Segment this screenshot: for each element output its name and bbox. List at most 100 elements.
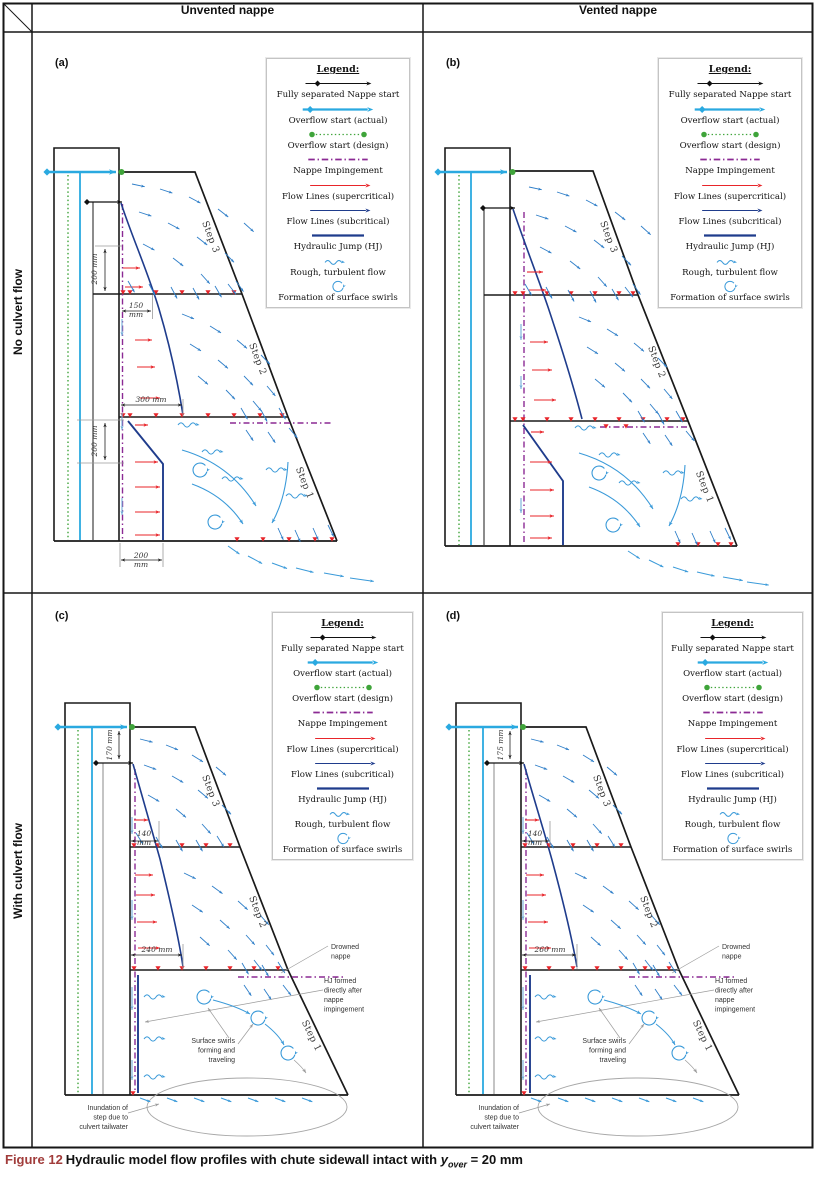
legend-item-label: Fully separated Nappe start: [281, 644, 404, 655]
legend-item-label: Flow Lines (subcritical): [681, 769, 784, 780]
overflow-start-actual-icon: [694, 105, 766, 113]
svg-text:traveling: traveling: [600, 1057, 627, 1064]
legend-item-flow-lines-supercritical: Flow Lines (supercritical): [673, 732, 793, 755]
dim-impingement: 300 mm: [136, 395, 167, 404]
svg-text:nappe: nappe: [331, 954, 351, 961]
svg-text:Inundation of: Inundation of: [479, 1105, 520, 1112]
svg-text:Drowned: Drowned: [722, 944, 750, 951]
flow-lines-supercritical-icon: [314, 736, 375, 741]
flow-lines-subcritical-icon: [310, 208, 371, 213]
legend-item-label: Fully separated Nappe start: [671, 644, 794, 655]
annotation-hj-formed: HJ formed directly after nappe impingeme…: [324, 978, 364, 1014]
annotation-inundation: Inundation of step due to culvert tailwa…: [470, 1105, 519, 1131]
nappe-impingement-icon: [312, 712, 373, 714]
panel-label: (b): [446, 57, 460, 69]
rough-turbulent-flow-icon: [716, 259, 737, 265]
dim-offset-unit: mm: [129, 310, 143, 319]
legend-item-flow-lines-subcritical: Flow Lines (subcritical): [278, 204, 398, 227]
overflow-start-design-icon: [701, 131, 759, 138]
svg-text:nappe: nappe: [715, 997, 735, 1004]
legend-item-hydraulic-jump: Hydraulic Jump (HJ): [670, 229, 790, 252]
legend-item-overflow-start-actual: Overflow start (actual): [283, 656, 403, 679]
svg-text:Drowned: Drowned: [331, 944, 359, 951]
legend-item-fully-separated-nappe-start: Fully separated Nappe start: [277, 77, 399, 100]
svg-text:Inundation of: Inundation of: [88, 1105, 129, 1112]
legend-item-label: Flow Lines (subcritical): [286, 216, 390, 227]
legend-item-nappe-impingement: Nappe Impingement: [278, 153, 398, 176]
legend-box: Legend: Fully separated Nappe start Overfl…: [265, 57, 411, 309]
legend-item-rough-turbulent-flow: Rough, turbulent flow: [670, 255, 790, 278]
dim-offset-value: 150: [129, 301, 144, 310]
row-header-no-culvert: No culvert flow: [3, 32, 32, 593]
legend-item-nappe-impingement: Nappe Impingement: [670, 153, 790, 176]
legend-item-flow-lines-subcritical: Flow Lines (subcritical): [283, 757, 403, 780]
svg-text:HJ formed: HJ formed: [715, 978, 747, 985]
dim-offset-unit: mm: [137, 838, 151, 847]
step3-label: Step 3: [199, 219, 221, 254]
legend-item-label: Formation of surface swirls: [278, 292, 398, 303]
legend-item-flow-lines-supercritical: Flow Lines (supercritical): [670, 179, 790, 202]
dim-impingement: 240 mm: [141, 945, 173, 954]
overflow-start-design-icon: [703, 685, 762, 691]
legend-item-label: Formation of surface swirls: [672, 844, 793, 855]
legend-item-formation-of-surface-swirls: Formation of surface swirls: [278, 280, 398, 303]
legend-item-hydraulic-jump: Hydraulic Jump (HJ): [278, 229, 398, 252]
overflow-start-actual-icon: [307, 659, 378, 667]
svg-text:directly after: directly after: [324, 988, 363, 995]
hydraulic-jump-icon: [706, 787, 759, 790]
panel-a-diagram: (a) Step 3 Step 2 Step 1 200 mm 150 mm 3…: [43, 57, 374, 583]
legend-item-flow-lines-subcritical: Flow Lines (subcritical): [673, 757, 793, 780]
formation-of-surface-swirls-icon: [336, 832, 351, 845]
legend-item-label: Formation of surface swirls: [670, 292, 790, 303]
legend-item-fully-separated-nappe-start: Fully separated Nappe start: [668, 77, 792, 101]
legend-item-flow-lines-supercritical: Flow Lines (supercritical): [278, 179, 398, 202]
legend-item-rough-turbulent-flow: Rough, turbulent flow: [673, 807, 793, 830]
dim-base-value: 200: [133, 551, 149, 560]
legend-item-label: Overflow start (actual): [680, 115, 780, 126]
hydraulic-jump-icon: [316, 787, 369, 790]
panel-b-diagram: (b) Step 3 Step 2 Step 1: [434, 57, 769, 586]
legend-item-label: Overflow start (actual): [293, 669, 392, 680]
fully-separated-nappe-start-icon: [697, 80, 764, 87]
row-header-with-culvert: With culvert flow: [3, 593, 32, 1148]
legend-title: Legend:: [708, 64, 752, 75]
panel-c-diagram: (c) Step 3 Step 2 Step 1 170 mm 140 mm 2…: [54, 610, 364, 1137]
legend-item-label: Hydraulic Jump (HJ): [688, 794, 777, 805]
fully-separated-nappe-start-icon: [310, 634, 376, 641]
panel-label: (a): [55, 57, 69, 69]
dim-offset-value: 140: [137, 829, 152, 838]
svg-text:directly after: directly after: [715, 988, 754, 995]
svg-text:culvert tailwater: culvert tailwater: [79, 1124, 128, 1131]
legend-item-label: Flow Lines (supercritical): [673, 191, 787, 202]
svg-text:step due to: step due to: [484, 1115, 519, 1122]
legend-item-label: Formation of surface swirls: [282, 844, 403, 855]
step1-label: Step 1: [693, 469, 716, 504]
svg-text:impingement: impingement: [324, 1007, 364, 1014]
legend-title: Legend:: [316, 64, 360, 75]
step3-label: Step 3: [199, 773, 221, 808]
svg-text:culvert tailwater: culvert tailwater: [470, 1124, 519, 1131]
legend-item-nappe-impingement: Nappe Impingement: [673, 706, 793, 729]
figure-number: Figure 12: [5, 1152, 63, 1167]
flow-lines-subcritical-icon: [314, 761, 375, 766]
legend-item-rough-turbulent-flow: Rough, turbulent flow: [278, 255, 398, 278]
panel-d-diagram: (d) Step 3 Step 2 Step 1 175 mm 140 mm 2…: [445, 610, 755, 1137]
legend-item-label: Rough, turbulent flow: [290, 267, 386, 278]
formation-of-surface-swirls-icon: [726, 832, 741, 845]
legend-item-label: Rough, turbulent flow: [682, 267, 778, 278]
svg-text:Surface swirls: Surface swirls: [191, 1038, 235, 1045]
corner-diagonal: [3, 3, 32, 32]
dim-crest-drop: 170 mm: [105, 730, 114, 761]
legend-item-rough-turbulent-flow: Rough, turbulent flow: [283, 807, 403, 830]
legend-item-overflow-start-actual: Overflow start (actual): [670, 103, 790, 126]
legend-box: Legend: Fully separated Nappe start Overfl…: [661, 611, 804, 861]
flow-lines-supercritical-icon: [310, 183, 371, 188]
legend-item-label: Fully separated Nappe start: [668, 90, 792, 101]
overflow-start-actual-icon: [697, 659, 768, 667]
legend-item-label: Overflow start (design): [292, 694, 393, 705]
legend-item-label: Flow Lines (supercritical): [286, 744, 399, 755]
annotation-surface-swirls: Surface swirls forming and traveling: [191, 1038, 235, 1064]
panel-d-graphics: [445, 702, 740, 1137]
flow-lines-supercritical-icon: [702, 183, 763, 188]
legend-item-label: Flow Lines (subcritical): [291, 769, 394, 780]
